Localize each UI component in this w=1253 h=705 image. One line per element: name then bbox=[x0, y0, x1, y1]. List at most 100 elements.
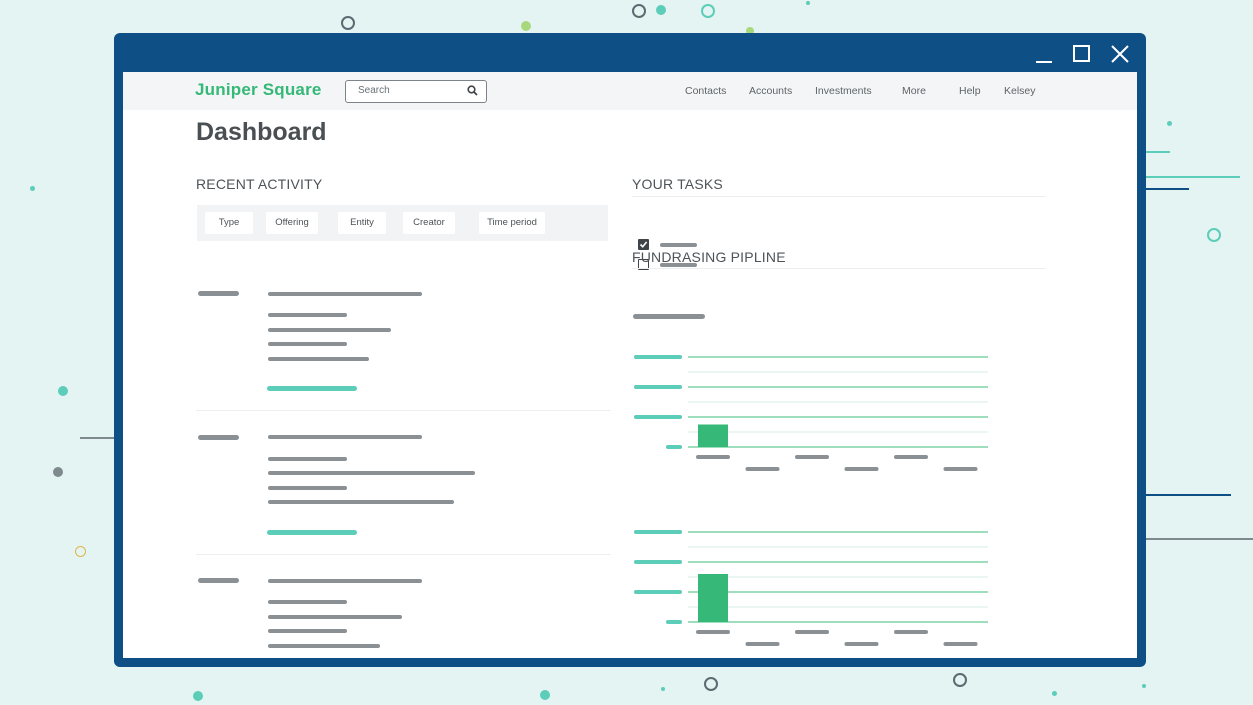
filter-type[interactable]: Type bbox=[205, 212, 253, 234]
chart-y-tick-label bbox=[666, 445, 682, 449]
chart-y-tick-label bbox=[634, 560, 682, 564]
decor-dot bbox=[540, 690, 550, 700]
activity-type-placeholder bbox=[198, 578, 239, 583]
activity-line-placeholder bbox=[268, 500, 454, 504]
task-checkbox-checked[interactable] bbox=[638, 239, 649, 250]
activity-line-placeholder bbox=[268, 313, 347, 317]
chart-x-tick-label bbox=[844, 467, 879, 471]
filter-entity[interactable]: Entity bbox=[338, 212, 386, 234]
chart-y-tick-label bbox=[634, 530, 682, 534]
chart-bar bbox=[698, 424, 728, 447]
activity-line-placeholder bbox=[268, 328, 391, 332]
chart-x-tick-label bbox=[894, 630, 928, 634]
checkmark-icon bbox=[639, 241, 648, 248]
activity-line-placeholder bbox=[268, 615, 402, 619]
decor-dot bbox=[1142, 684, 1146, 688]
nav-contacts[interactable]: Contacts bbox=[685, 85, 727, 97]
activity-line-placeholder bbox=[268, 342, 347, 346]
tasks-divider bbox=[632, 196, 1046, 197]
activity-line-placeholder bbox=[268, 457, 347, 461]
activity-type-placeholder bbox=[198, 435, 239, 440]
filter-time-period[interactable]: Time period bbox=[479, 212, 545, 234]
activity-type-placeholder bbox=[198, 291, 239, 296]
decor-line bbox=[1140, 188, 1189, 190]
decor-line bbox=[1140, 151, 1170, 153]
chart-y-tick-label bbox=[634, 415, 682, 419]
activity-line-placeholder bbox=[268, 579, 422, 583]
chart-bar bbox=[698, 574, 728, 622]
nav-investments[interactable]: Investments bbox=[815, 85, 872, 97]
decor-circle bbox=[75, 546, 86, 557]
nav-accounts[interactable]: Accounts bbox=[749, 85, 793, 97]
chart-x-tick-label bbox=[943, 467, 978, 471]
activity-line-placeholder bbox=[268, 471, 475, 475]
decor-dot bbox=[521, 21, 531, 31]
chart-y-tick-label bbox=[666, 620, 682, 624]
filter-creator[interactable]: Creator bbox=[403, 212, 455, 234]
task-checkbox-unchecked[interactable] bbox=[638, 259, 649, 270]
activity-line-placeholder bbox=[268, 629, 347, 633]
chart-x-tick-label bbox=[795, 455, 829, 459]
decor-dot bbox=[193, 691, 203, 701]
search-placeholder: Search bbox=[358, 85, 390, 96]
activity-link-placeholder[interactable] bbox=[267, 386, 357, 391]
search-input[interactable]: Search bbox=[345, 80, 487, 103]
close-icon[interactable] bbox=[1110, 43, 1130, 65]
decor-line bbox=[80, 437, 116, 439]
minimize-icon[interactable] bbox=[1034, 43, 1054, 65]
chart-x-tick-label bbox=[844, 642, 879, 646]
pipeline-chart-2 bbox=[634, 530, 988, 646]
chart-x-tick-label bbox=[745, 467, 780, 471]
decor-dot bbox=[58, 386, 68, 396]
activity-line-placeholder bbox=[268, 600, 347, 604]
decor-dot bbox=[656, 5, 666, 15]
decor-dot bbox=[53, 467, 63, 477]
pipeline-heading: FUNDRASING PIPLINE bbox=[632, 249, 786, 265]
chart-x-tick-label bbox=[696, 630, 730, 634]
brand-logo[interactable]: Juniper Square bbox=[195, 80, 322, 99]
chart-y-tick-label bbox=[634, 385, 682, 389]
activity-line-placeholder bbox=[268, 357, 369, 361]
chart-x-tick-label bbox=[795, 630, 829, 634]
activity-divider bbox=[196, 410, 611, 411]
chart-y-tick-label bbox=[634, 355, 682, 359]
search-icon[interactable] bbox=[467, 85, 478, 96]
pipeline-subtitle-placeholder bbox=[633, 314, 705, 319]
activity-line-placeholder bbox=[268, 644, 380, 648]
decor-line bbox=[1140, 538, 1253, 540]
pipeline-chart-1 bbox=[634, 355, 988, 471]
your-tasks-heading: YOUR TASKS bbox=[632, 176, 723, 192]
nav-help[interactable]: Help bbox=[959, 85, 981, 97]
chart-x-tick-label bbox=[745, 642, 780, 646]
maximize-icon[interactable] bbox=[1072, 43, 1092, 65]
pipeline-divider bbox=[632, 268, 1046, 269]
decor-line bbox=[1140, 176, 1240, 178]
decor-circle bbox=[1207, 228, 1221, 242]
activity-link-placeholder[interactable] bbox=[267, 530, 357, 535]
activity-divider bbox=[196, 554, 611, 555]
app-window: Juniper Square Search Contacts Accounts … bbox=[114, 33, 1146, 667]
nav-user-kelsey[interactable]: Kelsey bbox=[1004, 85, 1036, 97]
nav-more[interactable]: More bbox=[902, 85, 926, 97]
decor-dot bbox=[1167, 121, 1172, 126]
app-content: Juniper Square Search Contacts Accounts … bbox=[123, 72, 1137, 658]
decor-circle bbox=[701, 4, 715, 18]
decor-dot bbox=[1052, 691, 1057, 696]
chart-x-tick-label bbox=[894, 455, 928, 459]
decor-circle bbox=[704, 677, 718, 691]
decor-dot bbox=[746, 27, 754, 35]
filter-offering[interactable]: Offering bbox=[266, 212, 318, 234]
activity-line-placeholder bbox=[268, 435, 422, 439]
decor-dot bbox=[30, 186, 35, 191]
decor-circle bbox=[632, 4, 646, 18]
chart-x-tick-label bbox=[696, 455, 730, 459]
page-title: Dashboard bbox=[196, 118, 327, 146]
task-label-placeholder bbox=[660, 243, 697, 247]
activity-line-placeholder bbox=[268, 292, 422, 296]
decor-circle bbox=[953, 673, 967, 687]
decor-dot bbox=[806, 1, 810, 5]
activity-filter-bar: Type Offering Entity Creator Time period bbox=[197, 205, 608, 241]
recent-activity-heading: RECENT ACTIVITY bbox=[196, 176, 323, 192]
decor-dot bbox=[661, 687, 665, 691]
task-label-placeholder bbox=[660, 263, 697, 267]
